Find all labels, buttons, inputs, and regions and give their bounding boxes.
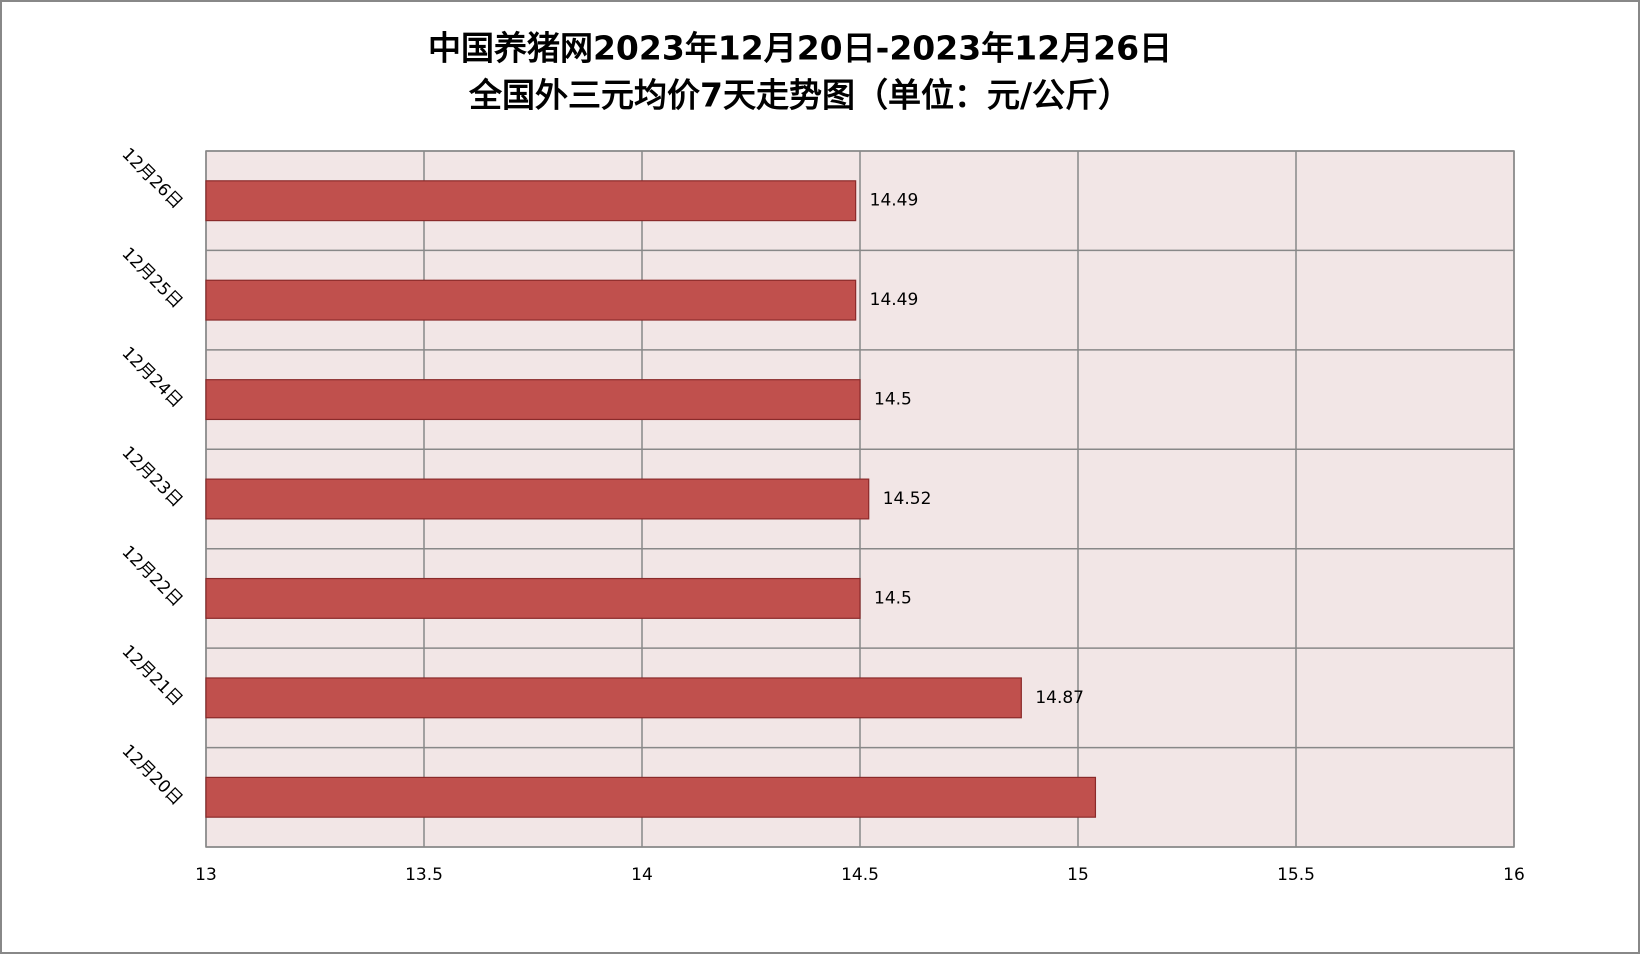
value-label: 14.5: [874, 390, 912, 410]
x-tick-label: 14: [631, 865, 653, 885]
x-tick-label: 14.5: [841, 865, 879, 885]
value-label: 14.52: [883, 489, 932, 509]
value-label: 14.49: [870, 191, 919, 211]
value-label: 14.49: [870, 290, 919, 310]
bar: [205, 180, 857, 222]
bar: [205, 776, 1097, 818]
x-tick-label: 13.5: [405, 865, 443, 885]
x-tick-label: 16: [1503, 865, 1525, 885]
bar: [205, 478, 870, 520]
bar: [205, 379, 861, 421]
value-label: 14.5: [874, 588, 912, 608]
bar: [205, 677, 1022, 719]
x-tick-label: 15.5: [1277, 865, 1315, 885]
bar: [205, 577, 861, 619]
x-tick-label: 15: [1067, 865, 1089, 885]
chart-subtitle: 全国外三元均价7天走势图（单位：元/公斤）: [468, 76, 1131, 115]
chart-title: 中国养猪网2023年12月20日-2023年12月26日: [428, 29, 1172, 68]
value-label: 14.87: [1035, 688, 1084, 708]
bar: [205, 279, 857, 321]
x-tick-label: 13: [195, 865, 217, 885]
